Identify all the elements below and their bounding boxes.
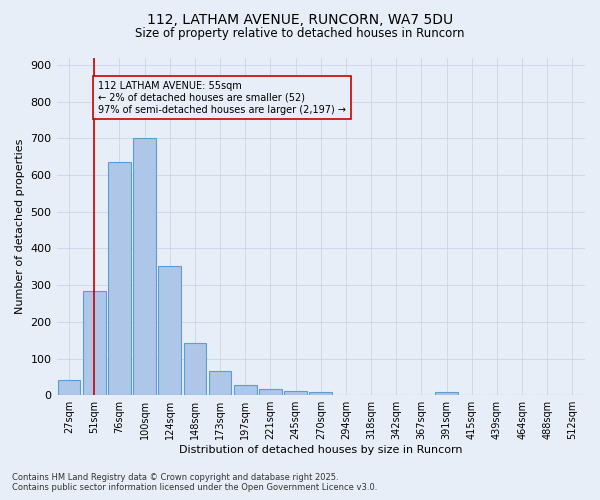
X-axis label: Distribution of detached houses by size in Runcorn: Distribution of detached houses by size … bbox=[179, 445, 463, 455]
Bar bbox=[108, 162, 131, 395]
Text: 112 LATHAM AVENUE: 55sqm
← 2% of detached houses are smaller (52)
97% of semi-de: 112 LATHAM AVENUE: 55sqm ← 2% of detache… bbox=[98, 82, 346, 114]
Bar bbox=[435, 392, 458, 395]
Bar bbox=[158, 266, 181, 395]
Text: 112, LATHAM AVENUE, RUNCORN, WA7 5DU: 112, LATHAM AVENUE, RUNCORN, WA7 5DU bbox=[147, 12, 453, 26]
Text: Size of property relative to detached houses in Runcorn: Size of property relative to detached ho… bbox=[135, 28, 465, 40]
Y-axis label: Number of detached properties: Number of detached properties bbox=[15, 138, 25, 314]
Bar bbox=[184, 342, 206, 395]
Bar bbox=[83, 290, 106, 395]
Bar bbox=[209, 372, 232, 395]
Bar bbox=[310, 392, 332, 395]
Bar bbox=[234, 384, 257, 395]
Bar bbox=[284, 391, 307, 395]
Bar bbox=[58, 380, 80, 395]
Text: Contains HM Land Registry data © Crown copyright and database right 2025.
Contai: Contains HM Land Registry data © Crown c… bbox=[12, 473, 377, 492]
Bar bbox=[259, 390, 282, 395]
Bar bbox=[133, 138, 156, 395]
